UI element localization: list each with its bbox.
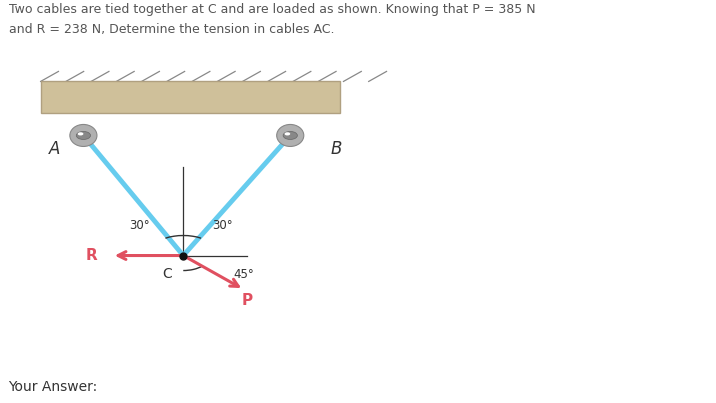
Circle shape: [283, 131, 297, 139]
Text: 45°: 45°: [233, 268, 254, 281]
Text: C: C: [163, 266, 173, 280]
Text: and R = 238 N, Determine the tension in cables AC.: and R = 238 N, Determine the tension in …: [9, 23, 334, 36]
Text: R: R: [86, 248, 98, 263]
Text: B: B: [331, 141, 342, 158]
Circle shape: [284, 132, 290, 135]
Text: Two cables are tied together at C and are loaded as shown. Knowing that P = 385 : Two cables are tied together at C and ar…: [9, 3, 535, 17]
Text: 30°: 30°: [212, 219, 233, 232]
Ellipse shape: [70, 125, 97, 146]
Text: Your Answer:: Your Answer:: [9, 380, 98, 394]
Bar: [41, 81, 340, 114]
Circle shape: [77, 131, 90, 139]
Text: 30°: 30°: [129, 219, 150, 232]
Ellipse shape: [276, 125, 304, 146]
Text: P: P: [242, 293, 253, 308]
Text: A: A: [49, 141, 61, 158]
Circle shape: [78, 132, 83, 135]
